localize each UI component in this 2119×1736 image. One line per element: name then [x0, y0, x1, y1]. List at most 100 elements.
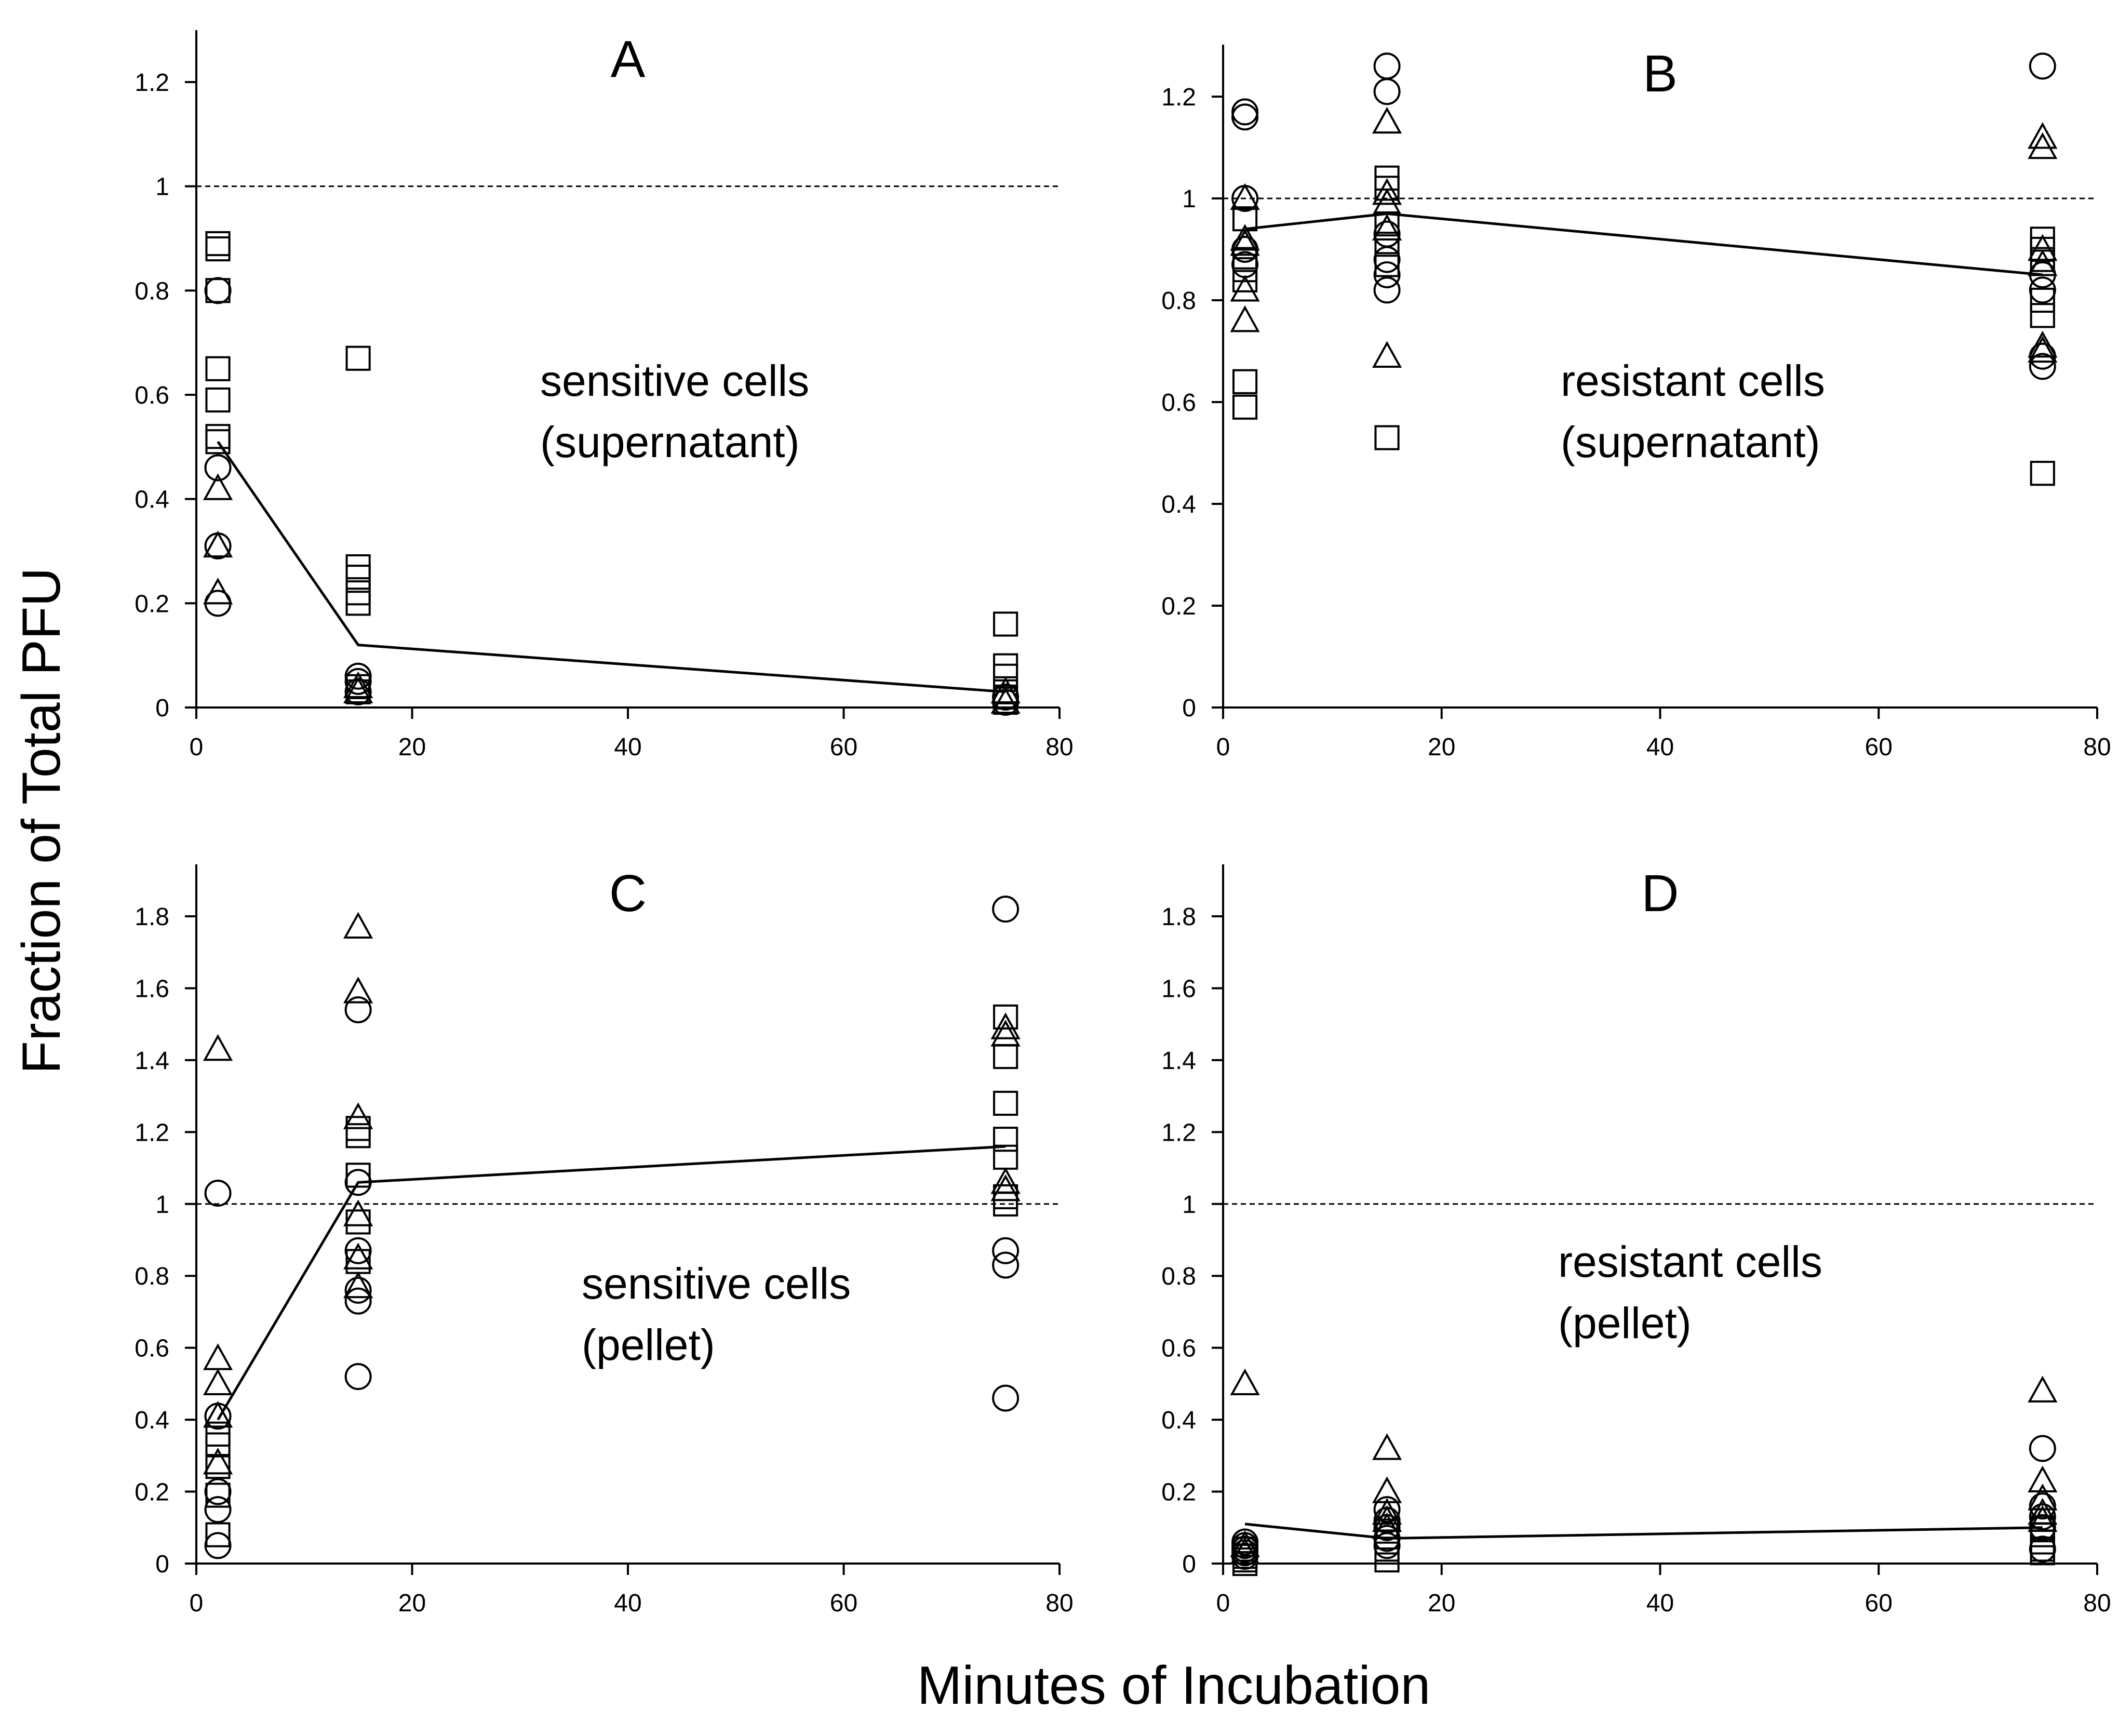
square-point: [1374, 176, 1400, 201]
x-tick-label: 80: [1045, 1590, 1073, 1617]
circle-point: [992, 1251, 1020, 1279]
panel-letter: C: [609, 864, 647, 923]
square-point: [2030, 461, 2055, 486]
y-tick-label: 0: [155, 695, 169, 722]
triangle-point: [343, 1102, 373, 1129]
mean-line: [1244, 1523, 2043, 1540]
circle-point: [204, 454, 232, 482]
y-tick-label: 1.4: [1161, 1047, 1196, 1075]
triangle-point: [2028, 1505, 2058, 1532]
x-tick-label: 0: [1216, 1590, 1230, 1617]
circle-point: [2029, 353, 2056, 380]
square-point: [205, 1454, 231, 1479]
circle-point: [1373, 276, 1401, 304]
circle-point: [204, 1180, 232, 1207]
mean-line: [217, 1145, 1006, 1421]
triangle-point: [2028, 249, 2058, 276]
y-tick-label: 0.8: [1161, 1263, 1196, 1290]
square-point: [2030, 287, 2055, 313]
square-point: [993, 1127, 1018, 1152]
x-tick-label: 20: [1428, 733, 1455, 761]
square-point: [1232, 369, 1258, 394]
triangle-point: [1372, 1498, 1402, 1525]
x-tick-label: 60: [830, 733, 857, 761]
circle-point: [1373, 78, 1401, 105]
circle-point: [2029, 1435, 2056, 1462]
triangle-point: [203, 1447, 233, 1475]
circle-point: [1373, 246, 1401, 273]
x-tick-label: 60: [1865, 733, 1893, 761]
y-tick-label: 0.6: [1161, 1335, 1196, 1363]
triangle-point: [343, 1243, 373, 1270]
mean-line: [1244, 212, 2043, 276]
y-tick-label: 0.4: [135, 1407, 169, 1434]
y-tick-label: 0.8: [135, 277, 169, 305]
circle-point: [204, 1478, 232, 1505]
circle-point: [204, 1496, 232, 1524]
square-point: [205, 1522, 231, 1547]
triangle-point: [203, 1400, 233, 1428]
circle-point: [344, 662, 372, 690]
triangle-point: [203, 473, 233, 500]
x-tick-label: 40: [1646, 1590, 1674, 1617]
square-point: [1374, 232, 1400, 257]
circle-point: [204, 277, 232, 304]
triangle-point: [1230, 229, 1260, 256]
y-tick-label: 1.4: [135, 1047, 169, 1075]
triangle-point: [1230, 224, 1260, 251]
panel-annotation: (supernatant): [1561, 418, 1820, 466]
triangle-point: [990, 1167, 1021, 1194]
x-tick-label: 40: [1646, 733, 1674, 761]
y-tick-label: 0.6: [135, 1335, 169, 1363]
square-point: [1232, 394, 1258, 420]
x-tick-label: 20: [398, 1590, 426, 1617]
triangle-point: [1230, 1368, 1260, 1396]
x-tick-label: 0: [190, 1590, 204, 1617]
y-tick-label: 1: [155, 173, 169, 201]
square-point: [2030, 303, 2055, 328]
circle-point: [992, 683, 1020, 711]
triangle-point: [343, 671, 373, 699]
circle-point: [1373, 1496, 1401, 1524]
circle-point: [204, 1532, 232, 1559]
circle-point: [1373, 1532, 1401, 1559]
circle-point: [344, 1237, 372, 1264]
square-point: [345, 345, 371, 371]
circle-point: [2029, 52, 2056, 80]
y-tick-label: 1.8: [1161, 903, 1196, 931]
y-tick-label: 0.8: [1161, 287, 1196, 315]
x-tick-label: 80: [2083, 733, 2111, 761]
x-tick-label: 80: [1045, 733, 1073, 761]
triangle-point: [203, 1034, 233, 1061]
circle-point: [2029, 1535, 2056, 1563]
circle-point: [344, 667, 372, 695]
triangle-point: [1230, 305, 1260, 332]
y-tick-label: 0: [1182, 695, 1196, 722]
circle-point: [2029, 1503, 2056, 1531]
panel-annotation: (pellet): [582, 1320, 715, 1369]
x-tick-label: 80: [2083, 1590, 2111, 1617]
y-tick-label: 0.2: [135, 590, 169, 618]
y-tick-label: 1.2: [1161, 1119, 1196, 1146]
triangle-point: [203, 1368, 233, 1396]
y-tick-label: 1.2: [1161, 84, 1196, 111]
y-tick-label: 0.4: [1161, 1407, 1196, 1434]
y-tick-label: 0.2: [1161, 593, 1196, 620]
triangle-point: [990, 1012, 1021, 1039]
triangle-point: [990, 687, 1021, 714]
x-tick-label: 20: [398, 733, 426, 761]
square-point: [205, 1432, 231, 1458]
square-point: [205, 236, 231, 262]
circle-point: [344, 1276, 372, 1304]
x-tick-label: 60: [1865, 1590, 1893, 1617]
triangle-point: [990, 1174, 1021, 1201]
triangle-point: [343, 676, 373, 704]
triangle-point: [2028, 336, 2058, 363]
triangle-point: [343, 1199, 373, 1226]
triangle-point: [2028, 1498, 2058, 1525]
triangle-point: [990, 1020, 1021, 1047]
triangle-point: [2028, 234, 2058, 261]
circle-point: [992, 1237, 1020, 1264]
